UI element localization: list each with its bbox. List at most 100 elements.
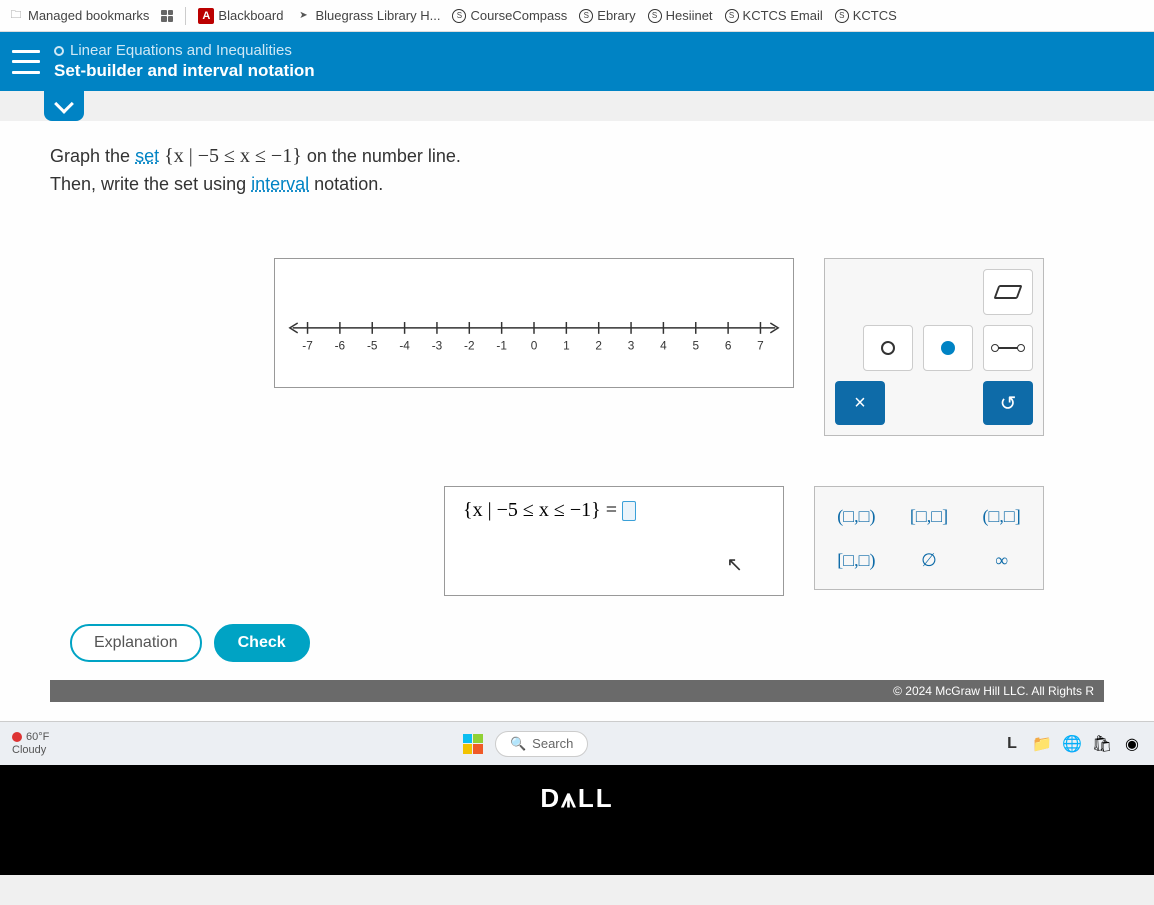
svg-text:-3: -3 xyxy=(432,339,443,353)
svg-text:-1: -1 xyxy=(496,339,507,353)
explorer-icon[interactable]: 📁 xyxy=(1032,734,1052,754)
expand-chevron-button[interactable] xyxy=(44,91,84,121)
bookmark-label: KCTCS Email xyxy=(743,8,823,23)
svg-text:2: 2 xyxy=(595,339,602,353)
bookmark-blackboard[interactable]: A Blackboard xyxy=(198,8,283,24)
clear-button[interactable]: × xyxy=(835,381,885,425)
open-closed-interval-button[interactable]: (□,□] xyxy=(974,501,1029,531)
question-content: Graph the set {x | −5 ≤ x ≤ −1} on the n… xyxy=(0,121,1154,721)
svg-text:7: 7 xyxy=(757,339,764,353)
interval-symbol-palette: (□,□) [□,□] (□,□] [□,□) ∅ ∞ xyxy=(814,486,1044,590)
taskbar-search[interactable]: 🔍 Search xyxy=(495,731,588,757)
chapter-row: Linear Equations and Inequalities xyxy=(54,42,315,59)
svg-text:0: 0 xyxy=(531,339,538,353)
status-circle-icon xyxy=(54,46,64,56)
prompt-part: notation. xyxy=(314,174,383,194)
globe-icon: S xyxy=(835,9,849,23)
bookmark-kctcs-email[interactable]: S KCTCS Email xyxy=(725,8,823,23)
bookmark-label: Hesiinet xyxy=(666,8,713,23)
prompt-part: Then, write the set using xyxy=(50,174,251,194)
filled-circle-icon xyxy=(941,341,955,355)
bookmark-hesiinet[interactable]: S Hesiinet xyxy=(648,8,713,23)
closed-open-interval-button[interactable]: [□,□) xyxy=(829,545,884,575)
segment-icon xyxy=(994,347,1022,349)
number-line-canvas[interactable]: -7-6-5-4-3-2-101234567 xyxy=(274,258,794,388)
apps-grid-button[interactable] xyxy=(161,10,173,22)
svg-text:-6: -6 xyxy=(335,339,346,353)
blackboard-icon: A xyxy=(198,8,214,24)
globe-icon: S xyxy=(579,9,593,23)
answer-input-box[interactable]: {x | −5 ≤ x ≤ −1} = ↖ xyxy=(444,486,784,596)
tray-icon[interactable]: L xyxy=(1002,734,1022,754)
topic-title: Set-builder and interval notation xyxy=(54,61,315,81)
bookmark-label: KCTCS xyxy=(853,8,897,23)
managed-bookmarks-folder[interactable]: 🗀 Managed bookmarks xyxy=(8,8,149,24)
number-line-svg: -7-6-5-4-3-2-101234567 xyxy=(275,259,793,387)
svg-text:5: 5 xyxy=(692,339,699,353)
svg-text:3: 3 xyxy=(628,339,635,353)
explanation-button[interactable]: Explanation xyxy=(70,624,202,662)
globe-icon: S xyxy=(725,9,739,23)
globe-icon: S xyxy=(648,9,662,23)
svg-text:6: 6 xyxy=(725,339,732,353)
menu-button[interactable] xyxy=(12,50,40,74)
segment-tool-button[interactable] xyxy=(983,325,1033,371)
chrome-icon[interactable]: ◉ xyxy=(1122,734,1142,754)
bookmark-label: CourseCompass xyxy=(470,8,567,23)
weather-alert-icon xyxy=(12,732,22,742)
header-titles: Linear Equations and Inequalities Set-bu… xyxy=(54,42,315,81)
temperature-text: 60°F xyxy=(26,731,49,743)
empty-set-button[interactable]: ∅ xyxy=(902,545,957,575)
bookmark-kctcs[interactable]: S KCTCS xyxy=(835,8,897,23)
prompt-text: Graph the set {x | −5 ≤ x ≤ −1} on the n… xyxy=(50,141,1104,198)
set-glossary-link[interactable]: set xyxy=(135,146,159,166)
bookmark-ebrary[interactable]: S Ebrary xyxy=(579,8,635,23)
reset-button[interactable]: ↺ xyxy=(983,381,1033,425)
check-button[interactable]: Check xyxy=(214,624,310,662)
condition-text: Cloudy xyxy=(12,744,49,756)
bookmark-label: Ebrary xyxy=(597,8,635,23)
answer-slot[interactable] xyxy=(622,501,636,521)
svg-text:-2: -2 xyxy=(464,339,475,353)
graph-row: -7-6-5-4-3-2-101234567 × ↺ xyxy=(50,258,1104,436)
taskbar-center: 🔍 Search xyxy=(63,731,988,757)
open-circle-icon xyxy=(881,341,895,355)
store-icon[interactable]: 🛍 xyxy=(1092,734,1112,754)
bookmark-label: Bluegrass Library H... xyxy=(315,8,440,23)
eraser-tool-button[interactable] xyxy=(983,269,1033,315)
bookmark-coursecompass[interactable]: S CourseCompass xyxy=(452,8,567,23)
closed-closed-interval-button[interactable]: [□,□] xyxy=(902,501,957,531)
infinity-button[interactable]: ∞ xyxy=(974,545,1029,575)
search-placeholder: Search xyxy=(532,736,573,751)
svg-text:1: 1 xyxy=(563,339,570,353)
edge-icon[interactable]: 🌐 xyxy=(1062,734,1082,754)
svg-text:-4: -4 xyxy=(399,339,410,353)
separator xyxy=(185,7,186,25)
windows-taskbar: 60°F Cloudy 🔍 Search L 📁 🌐 🛍 ◉ xyxy=(0,721,1154,765)
bookmarks-bar: 🗀 Managed bookmarks A Blackboard ➤ Blueg… xyxy=(0,0,1154,32)
cursor-icon: ↖ xyxy=(726,552,743,577)
chapter-title: Linear Equations and Inequalities xyxy=(70,42,292,59)
grid-icon xyxy=(161,10,173,22)
open-open-interval-button[interactable]: (□,□) xyxy=(829,501,884,531)
start-button[interactable] xyxy=(463,734,483,754)
prompt-part: Graph the xyxy=(50,146,135,166)
globe-icon: S xyxy=(452,9,466,23)
answer-expression: {x | −5 ≤ x ≤ −1} = xyxy=(463,499,622,521)
managed-bookmarks-label: Managed bookmarks xyxy=(28,8,149,23)
bookmark-bluegrass[interactable]: ➤ Bluegrass Library H... xyxy=(295,8,440,24)
search-icon: 🔍 xyxy=(510,736,526,752)
interval-glossary-link[interactable]: interval xyxy=(251,174,309,194)
copyright-text: © 2024 McGraw Hill LLC. All Rights R xyxy=(50,680,1104,702)
x-icon: × xyxy=(854,392,866,415)
action-buttons-row: Explanation Check xyxy=(50,624,1104,662)
weather-widget[interactable]: 60°F Cloudy xyxy=(12,731,49,755)
graph-tool-palette: × ↺ xyxy=(824,258,1044,436)
chevron-down-icon xyxy=(54,94,74,114)
bookmark-label: Blackboard xyxy=(218,8,283,23)
eraser-icon xyxy=(993,285,1022,299)
topic-header: Linear Equations and Inequalities Set-bu… xyxy=(0,32,1154,91)
svg-text:4: 4 xyxy=(660,339,667,353)
open-point-tool-button[interactable] xyxy=(863,325,913,371)
closed-point-tool-button[interactable] xyxy=(923,325,973,371)
